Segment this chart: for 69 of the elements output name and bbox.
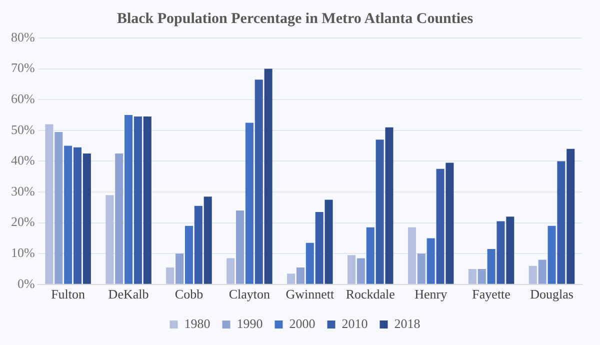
y-tick-label: 40%	[10, 152, 35, 168]
bar	[324, 200, 333, 284]
bar	[496, 221, 505, 284]
legend-label: 1980	[184, 316, 210, 331]
bar	[538, 260, 546, 284]
bar	[254, 80, 263, 284]
bar	[73, 147, 82, 284]
bar	[64, 146, 72, 284]
y-tick-label: 70%	[10, 60, 35, 76]
bar	[376, 140, 384, 284]
bar	[446, 162, 454, 284]
bar	[436, 168, 444, 284]
bar	[82, 154, 91, 284]
x-tick-label: Douglas	[530, 286, 574, 302]
bar	[528, 266, 537, 284]
bar	[487, 248, 496, 284]
bar	[245, 122, 254, 284]
legend-label: 2018	[394, 316, 420, 331]
bar	[426, 238, 435, 284]
y-tick-label: 10%	[10, 245, 35, 260]
x-tick-label: Rockdale	[346, 286, 396, 302]
legend-label: 1990	[236, 316, 263, 331]
bar	[417, 254, 426, 284]
x-tick-label: Cobb	[174, 286, 204, 302]
bar	[166, 267, 174, 284]
bar	[296, 267, 304, 284]
bar	[143, 116, 152, 284]
bar	[194, 206, 202, 284]
x-tick-label: Gwinnett	[286, 286, 334, 302]
y-tick-label: 0%	[17, 276, 35, 291]
bar	[204, 196, 212, 284]
bar	[478, 269, 486, 284]
bar	[45, 124, 54, 284]
y-tick-label: 20%	[10, 214, 35, 230]
legend-label: 2000	[289, 316, 316, 331]
bar	[184, 226, 193, 284]
bar	[315, 212, 324, 284]
x-tick-label: Henry	[414, 286, 448, 302]
bar	[264, 68, 272, 284]
bar	[385, 127, 394, 284]
bar	[115, 154, 124, 284]
bar	[106, 195, 114, 284]
bar	[548, 226, 556, 284]
bar	[134, 116, 142, 284]
legend-label: 2010	[342, 316, 368, 331]
x-tick-label: DeKalb	[108, 286, 149, 302]
bar	[176, 254, 184, 284]
bar	[348, 255, 356, 284]
y-tick-label: 80%	[10, 29, 35, 44]
bar	[54, 132, 63, 284]
bar	[236, 210, 244, 284]
bar	[557, 161, 566, 284]
bar	[468, 269, 476, 284]
y-tick-label: 50%	[10, 122, 35, 137]
bar	[287, 274, 296, 284]
y-tick-label: 30%	[10, 183, 35, 198]
bar	[566, 148, 575, 284]
bar	[506, 216, 514, 284]
x-tick-label: Fayette	[472, 286, 511, 302]
x-tick-label: Fulton	[51, 286, 86, 302]
bar	[226, 258, 235, 284]
bar	[124, 115, 133, 284]
bar	[356, 258, 365, 284]
bar	[408, 227, 416, 284]
chart-title: Black Population Percentage in Metro Atlanta Counties	[116, 10, 474, 27]
bar	[366, 227, 374, 284]
x-tick-label: Clayton	[228, 286, 271, 302]
y-tick-label: 60%	[10, 91, 35, 106]
bar	[306, 242, 314, 284]
